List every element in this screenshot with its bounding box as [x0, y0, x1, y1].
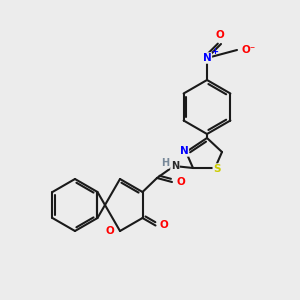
Text: H: H [161, 158, 169, 168]
Text: O⁻: O⁻ [242, 45, 256, 55]
Text: O: O [216, 30, 224, 40]
Text: +: + [212, 47, 218, 56]
Text: O: O [159, 220, 168, 230]
Text: N: N [171, 161, 179, 171]
Text: N: N [202, 53, 211, 63]
Text: O: O [106, 226, 114, 236]
Text: O: O [177, 177, 185, 187]
Text: N: N [180, 146, 188, 156]
Text: S: S [213, 164, 221, 174]
